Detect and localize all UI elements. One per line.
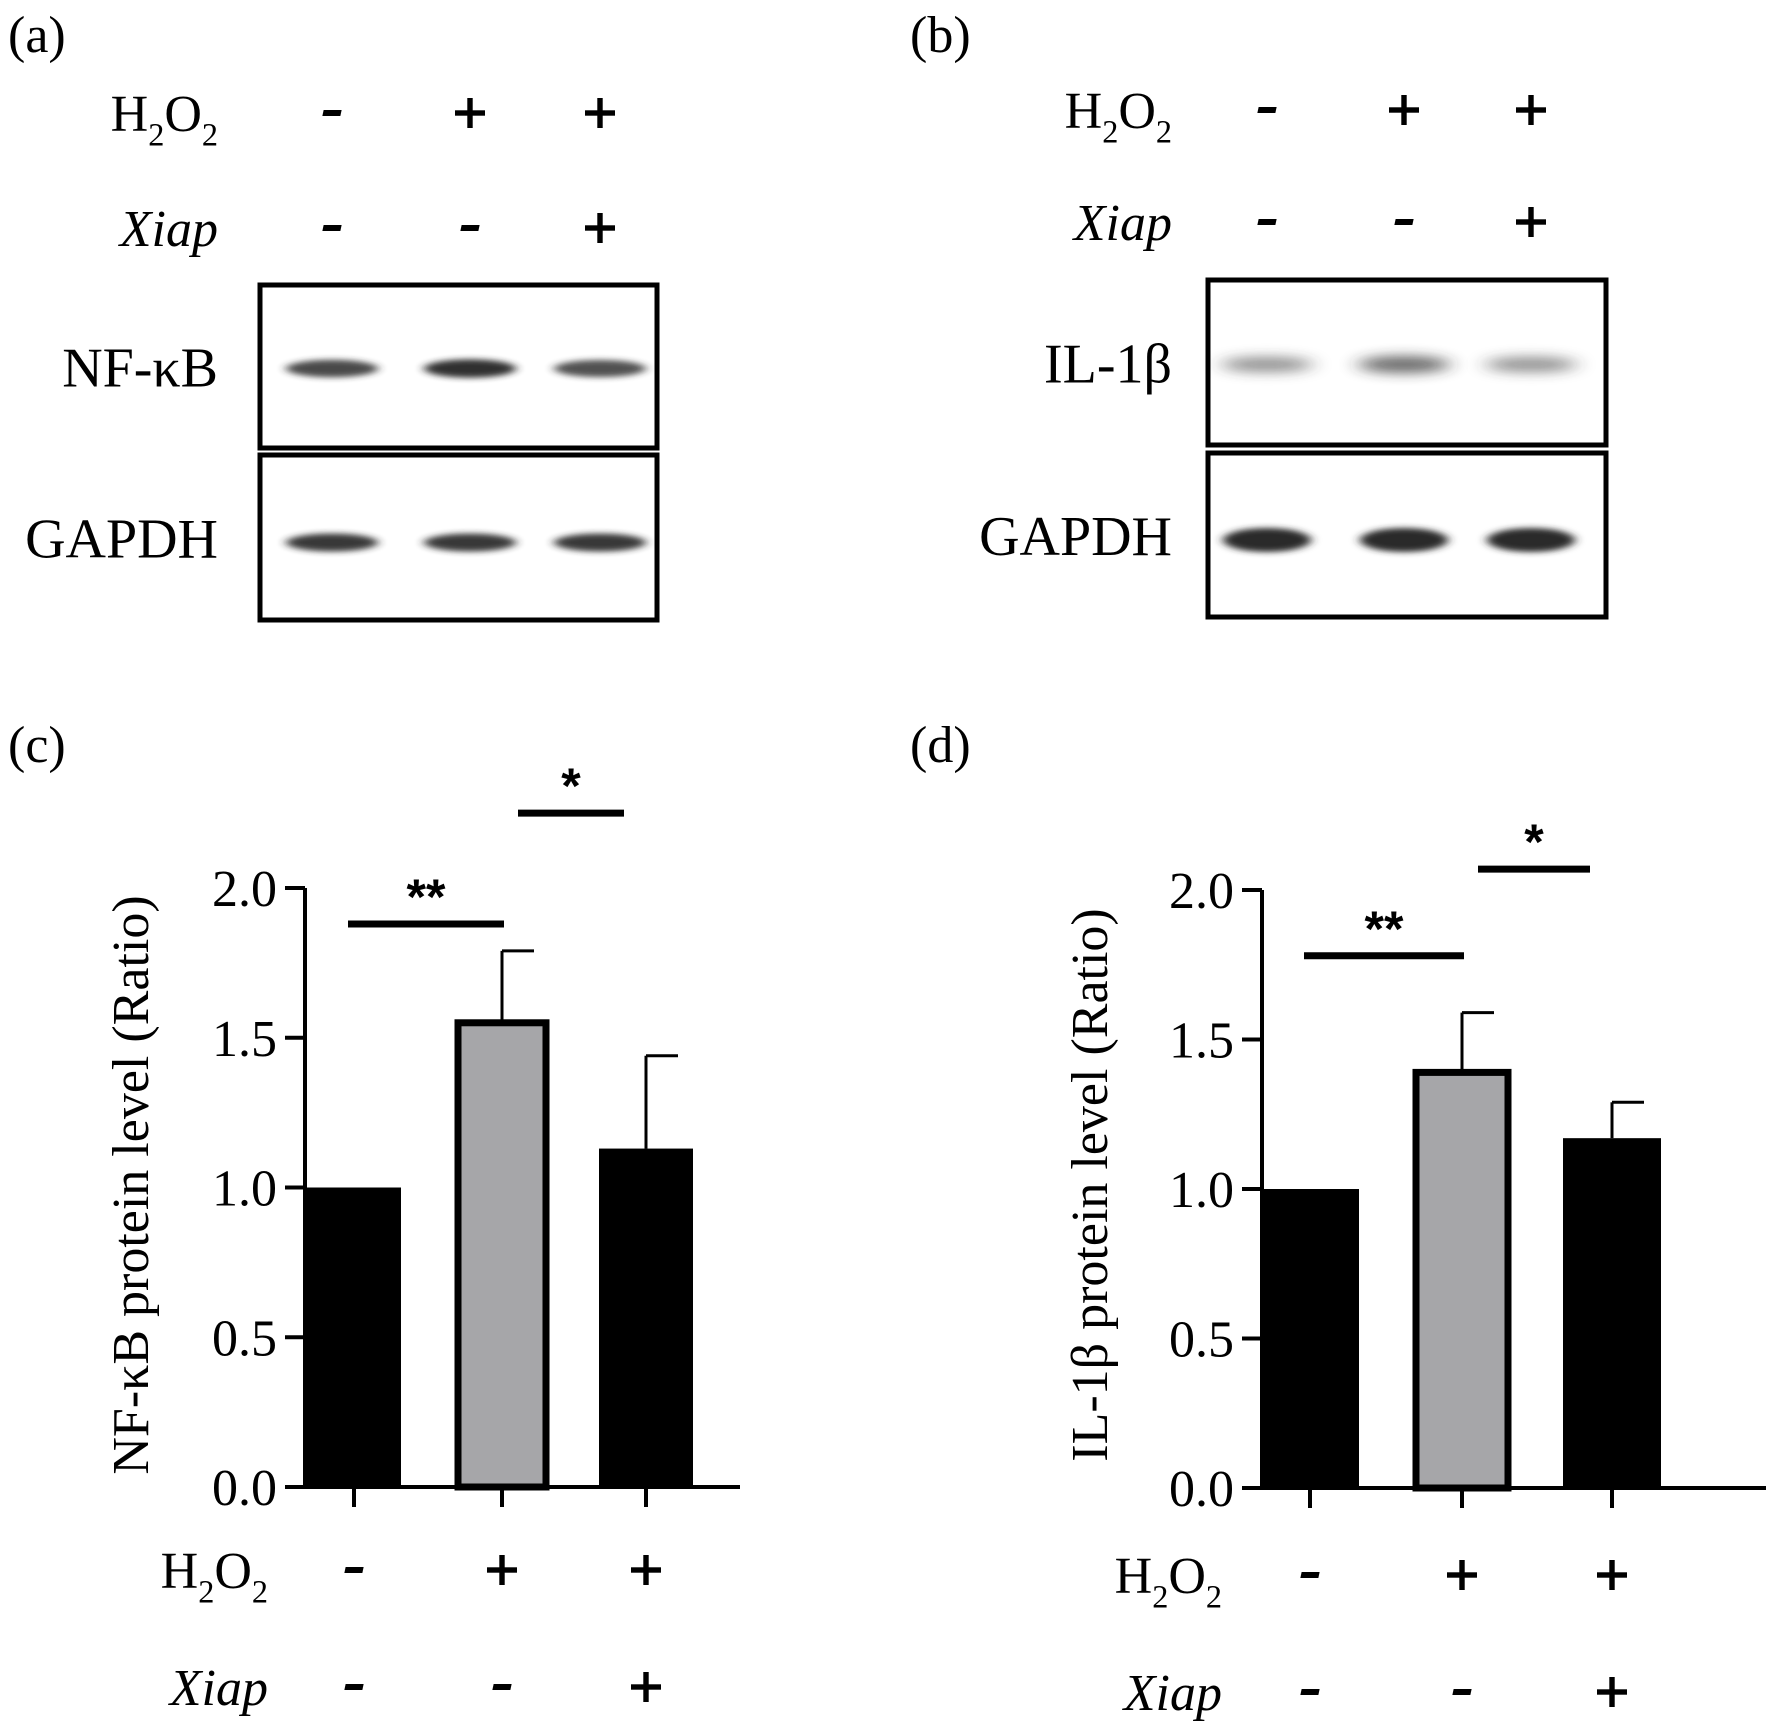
label-part: O: [214, 1543, 252, 1600]
subscript: 2: [1156, 114, 1172, 150]
protein-band: [286, 359, 378, 378]
y-tick-label: 0.5: [212, 1310, 277, 1367]
y-tick-label: 0.0: [212, 1460, 277, 1517]
plus-sign: [597, 213, 603, 243]
plus-sign: [597, 98, 603, 128]
y-tick-label: 2.0: [212, 861, 277, 918]
minus-sign: [322, 225, 342, 231]
protein-band: [1223, 528, 1311, 552]
protein-band: [424, 359, 516, 378]
minus-sign: [1257, 219, 1277, 225]
bar: [599, 1148, 693, 1487]
plus-sign: [1528, 95, 1534, 125]
y-tick-label: 2.0: [1169, 863, 1234, 920]
condition-label: H2O2: [1065, 83, 1172, 150]
protein-band: [424, 533, 516, 552]
plus-sign: [1609, 1560, 1615, 1590]
subscript: 2: [1102, 114, 1118, 150]
panel-label: (c): [8, 717, 66, 774]
minus-sign: [492, 1684, 512, 1690]
bar: [307, 1187, 401, 1487]
protein-band: [554, 533, 646, 552]
y-tick-label: 1.0: [1169, 1162, 1234, 1219]
y-axis-label: NF-κB protein level (Ratio): [103, 895, 160, 1474]
bar: [1412, 1068, 1512, 1492]
plus-sign: [643, 1555, 649, 1585]
protein-band: [1358, 356, 1450, 373]
label-part: O: [1118, 83, 1156, 140]
protein-band: [1487, 528, 1575, 552]
protein-label: IL-1β: [1044, 334, 1172, 396]
protein-band: [1360, 528, 1448, 552]
protein-label: NF-κB: [62, 338, 218, 400]
plus-sign: [1609, 1677, 1615, 1707]
minus-sign: [1394, 219, 1414, 225]
bar: [454, 1019, 550, 1491]
label-part: H: [161, 1543, 199, 1600]
protein-band: [1485, 356, 1577, 373]
condition-label: Xiap: [1072, 195, 1172, 252]
y-tick-label: 0.0: [1169, 1461, 1234, 1518]
label-part: O: [164, 86, 202, 143]
minus-sign: [1452, 1689, 1472, 1695]
bar-chart: (d) 0.0 0.5 1.0 1.5 2.0 IL-1β protein level (R…: [910, 717, 1766, 1722]
significance-label: *: [1524, 814, 1544, 870]
plus-sign: [467, 98, 473, 128]
protein-label: GAPDH: [25, 509, 218, 571]
subscript: 2: [202, 117, 218, 153]
subscript: 2: [198, 1574, 214, 1610]
minus-sign: [1300, 1689, 1320, 1695]
minus-sign: [1300, 1572, 1320, 1578]
plus-sign: [1401, 95, 1407, 125]
condition-label: H2O2: [1115, 1548, 1222, 1615]
label-part: H: [111, 86, 149, 143]
condition-label: H2O2: [111, 86, 218, 153]
plus-sign: [499, 1555, 505, 1585]
subscript: 2: [252, 1574, 268, 1610]
subscript: 2: [148, 117, 164, 153]
significance-label: **: [407, 869, 446, 925]
bar: [1261, 1189, 1359, 1488]
y-tick-label: 1.0: [212, 1161, 277, 1218]
y-tick-label: 0.5: [1169, 1312, 1234, 1369]
minus-sign: [460, 225, 480, 231]
label-part: O: [1168, 1548, 1206, 1605]
label-part: H: [1115, 1548, 1153, 1605]
y-axis-label: IL-1β protein level (Ratio): [1062, 908, 1119, 1462]
panel-label: (a): [8, 7, 66, 64]
label-part: H: [1065, 83, 1103, 140]
subscript: 2: [1206, 1579, 1222, 1615]
y-tick-label: 1.5: [212, 1011, 277, 1068]
protein-band: [286, 533, 378, 552]
minus-sign: [344, 1567, 364, 1573]
protein-band: [1221, 356, 1313, 373]
protein-label: GAPDH: [979, 506, 1172, 568]
plus-sign: [643, 1672, 649, 1702]
condition-label: Xiap: [118, 201, 218, 258]
minus-sign: [1257, 107, 1277, 113]
panel-label: (b): [910, 7, 971, 64]
panel-label: (d): [910, 717, 971, 774]
condition-label: Xiap: [168, 1660, 268, 1717]
minus-sign: [322, 110, 342, 116]
significance-label: **: [1365, 901, 1404, 957]
y-tick-label: 1.5: [1169, 1013, 1234, 1070]
minus-sign: [344, 1684, 364, 1690]
condition-label: Xiap: [1122, 1665, 1222, 1722]
plus-sign: [1528, 207, 1534, 237]
bar: [1563, 1138, 1661, 1488]
protein-band: [554, 359, 646, 378]
bar-chart: (c) 0.0 0.5 1.0 1.5 2.0 NF-κB protein level (R…: [8, 717, 740, 1717]
plus-sign: [1459, 1560, 1465, 1590]
subscript: 2: [1152, 1579, 1168, 1615]
condition-label: H2O2: [161, 1543, 268, 1610]
significance-label: *: [561, 758, 581, 814]
